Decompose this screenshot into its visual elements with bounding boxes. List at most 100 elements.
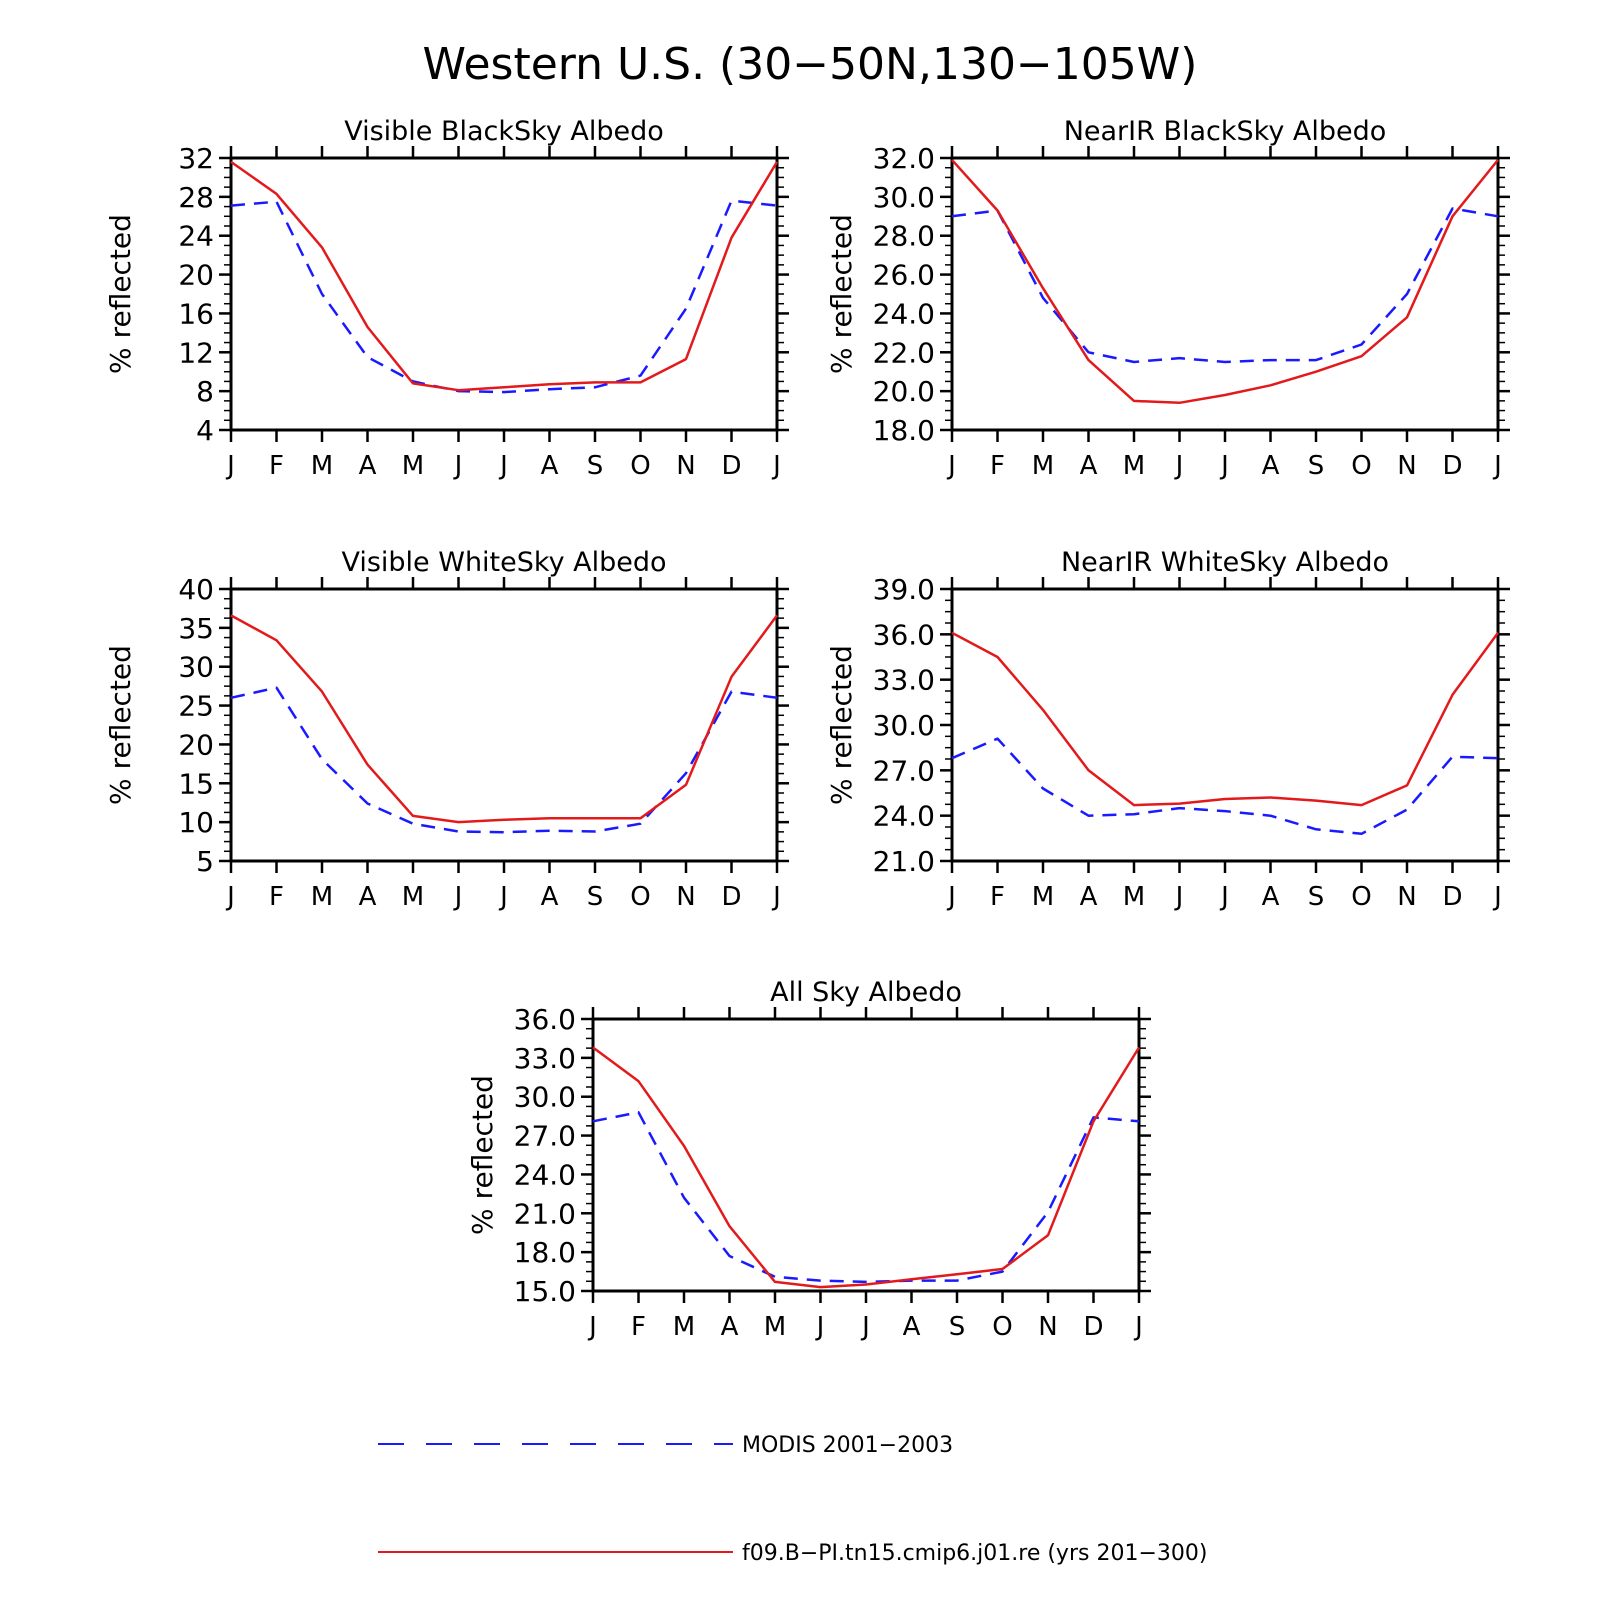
x-tick-label: D [1442, 451, 1462, 481]
x-tick-label: J [498, 451, 508, 481]
x-tick-label: O [1351, 882, 1371, 912]
x-tick-label: S [949, 1312, 966, 1342]
x-tick-label: N [1397, 451, 1416, 481]
panel-title: NearIR BlackSky Albedo [1064, 116, 1387, 147]
y-tick-label: 30.0 [873, 709, 935, 742]
x-tick-label: M [673, 1312, 695, 1342]
y-tick-label: 15 [178, 767, 214, 800]
x-tick-label: A [541, 882, 559, 912]
x-tick-label: O [992, 1312, 1012, 1342]
y-axis-label: % reflected [825, 214, 858, 374]
x-tick-label: D [1083, 1312, 1103, 1342]
y-tick-label: 30.0 [873, 181, 935, 214]
y-axis-label: % reflected [104, 645, 137, 805]
x-tick-label: J [587, 1312, 597, 1342]
x-tick-label: J [771, 882, 781, 912]
series-line-model [230, 614, 779, 824]
y-tick-label: 15.0 [514, 1275, 576, 1308]
y-tick-label: 10 [178, 806, 214, 839]
x-tick-label: S [587, 451, 604, 481]
x-tick-label: N [1038, 1312, 1057, 1342]
series-line-modis [592, 1111, 1140, 1284]
x-tick-label: O [630, 451, 650, 481]
x-tick-label: J [771, 451, 781, 481]
y-tick-label: 18.0 [873, 414, 935, 447]
x-tick-label: M [1032, 882, 1054, 912]
y-axis-label: % reflected [825, 645, 858, 805]
y-axis-label: % reflected [466, 1075, 499, 1235]
x-tick-label: J [1492, 882, 1502, 912]
y-tick-label: 5 [196, 845, 214, 878]
x-tick-label: J [225, 882, 235, 912]
x-tick-label: S [587, 882, 604, 912]
legend-label-modis: MODIS 2001−2003 [742, 1433, 953, 1458]
plot-frame [950, 587, 1500, 863]
x-tick-label: J [1174, 451, 1184, 481]
y-tick-label: 28 [178, 181, 214, 214]
y-tick-label: 18.0 [514, 1236, 576, 1269]
x-tick-label: D [1442, 882, 1462, 912]
x-tick-label: A [903, 1312, 921, 1342]
x-tick-label: F [631, 1312, 646, 1342]
x-tick-label: M [311, 882, 333, 912]
x-tick-label: M [764, 1312, 786, 1342]
y-tick-label: 20 [178, 728, 214, 761]
series-line-modis [230, 686, 778, 834]
x-tick-label: S [1308, 451, 1325, 481]
panel-title: Visible BlackSky Albedo [344, 116, 664, 147]
y-tick-label: 4 [196, 414, 214, 447]
x-tick-label: M [1032, 451, 1054, 481]
y-tick-label: 24.0 [873, 800, 935, 833]
x-tick-label: S [1308, 882, 1325, 912]
x-tick-label: N [676, 451, 695, 481]
x-tick-label: A [541, 451, 559, 481]
x-tick-label: J [453, 882, 463, 912]
y-tick-label: 20 [178, 259, 214, 292]
x-tick-label: J [1492, 451, 1502, 481]
x-tick-label: A [1080, 451, 1098, 481]
x-tick-label: J [1133, 1312, 1143, 1342]
figure-title: Western U.S. (30−50N,130−105W) [423, 39, 1198, 90]
x-tick-label: J [946, 882, 956, 912]
series-line-modis [951, 207, 1499, 364]
y-tick-label: 30 [178, 651, 214, 684]
x-tick-label: J [1219, 451, 1229, 481]
y-tick-label: 21.0 [873, 845, 935, 878]
x-tick-label: M [402, 882, 424, 912]
y-tick-label: 8 [196, 375, 214, 408]
x-tick-label: J [1219, 882, 1229, 912]
x-tick-label: N [676, 882, 695, 912]
x-tick-label: O [630, 882, 650, 912]
y-tick-label: 36.0 [514, 1003, 576, 1036]
x-tick-label: A [359, 451, 377, 481]
x-tick-label: A [359, 882, 377, 912]
x-tick-label: M [402, 451, 424, 481]
x-tick-label: J [1174, 882, 1184, 912]
x-tick-label: A [1262, 451, 1280, 481]
y-tick-label: 40 [178, 573, 214, 606]
y-tick-label: 32.0 [873, 142, 935, 175]
y-tick-label: 24.0 [514, 1158, 576, 1191]
x-tick-label: M [1123, 882, 1145, 912]
x-tick-label: J [498, 882, 508, 912]
y-tick-label: 12 [178, 336, 214, 369]
series-line-modis [951, 737, 1499, 836]
x-tick-label: J [815, 1312, 825, 1342]
y-tick-label: 26.0 [873, 259, 935, 292]
series-line-model [951, 631, 1500, 807]
y-tick-label: 30.0 [514, 1081, 576, 1114]
y-tick-label: 20.0 [873, 375, 935, 408]
x-tick-label: D [721, 882, 741, 912]
x-tick-label: F [990, 882, 1005, 912]
x-tick-label: J [225, 451, 235, 481]
series-line-model [592, 1046, 1141, 1289]
x-tick-label: M [1123, 451, 1145, 481]
x-tick-label: A [721, 1312, 739, 1342]
x-tick-label: O [1351, 451, 1371, 481]
y-tick-label: 33.0 [873, 664, 935, 697]
